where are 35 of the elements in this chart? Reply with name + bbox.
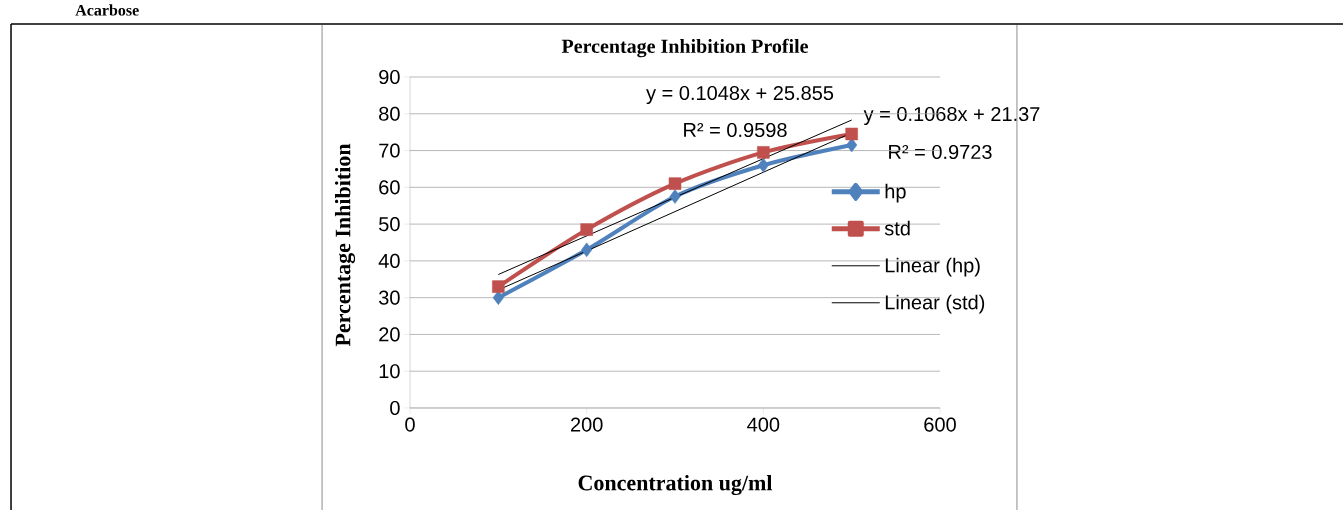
annotation: y = 0.1048x + 25.855 bbox=[646, 85, 834, 105]
x-tick-label: 0 bbox=[405, 417, 415, 432]
y-tick-label: 80 bbox=[379, 106, 400, 121]
point bbox=[581, 242, 593, 258]
point bbox=[492, 290, 504, 305]
point bbox=[492, 280, 505, 293]
y-tick-label: 20 bbox=[379, 327, 400, 342]
y-tick-label: 0 bbox=[390, 400, 400, 416]
x-tick-label: 400 bbox=[747, 417, 780, 432]
legend-label: hp bbox=[885, 183, 906, 203]
annotation: R² = 0.9598 bbox=[684, 122, 787, 138]
point bbox=[757, 146, 770, 159]
legend-label: Linear (hp) bbox=[885, 257, 980, 277]
x-axis-title: Concentration ug/ml bbox=[578, 474, 773, 496]
chart-title: Percentage Inhibition Profile bbox=[561, 38, 809, 58]
point bbox=[668, 177, 682, 190]
y-axis-title: Percentage Inhibition bbox=[334, 143, 356, 347]
text: Acarbose bbox=[75, 4, 139, 16]
x-tick-label: 200 bbox=[571, 417, 603, 432]
y-tick-label: 40 bbox=[378, 253, 400, 268]
point bbox=[757, 158, 769, 173]
x-tick-label: 600 bbox=[924, 417, 956, 432]
legend-label: std bbox=[884, 220, 910, 236]
point bbox=[580, 223, 593, 236]
y-tick-label: 90 bbox=[379, 69, 400, 85]
y-tick-label: 60 bbox=[379, 180, 400, 195]
point bbox=[845, 127, 858, 141]
legend-label: Linear (std) bbox=[885, 294, 985, 314]
point bbox=[669, 189, 681, 204]
y-tick-label: 10 bbox=[379, 364, 400, 379]
annotation: y = 0.1068x + 21.37 bbox=[863, 106, 1040, 126]
y-tick-label: 50 bbox=[379, 217, 400, 232]
annotation: R² = 0.9723 bbox=[889, 144, 992, 160]
y-tick-label: 30 bbox=[379, 290, 400, 305]
y-tick-label: 70 bbox=[379, 143, 400, 158]
